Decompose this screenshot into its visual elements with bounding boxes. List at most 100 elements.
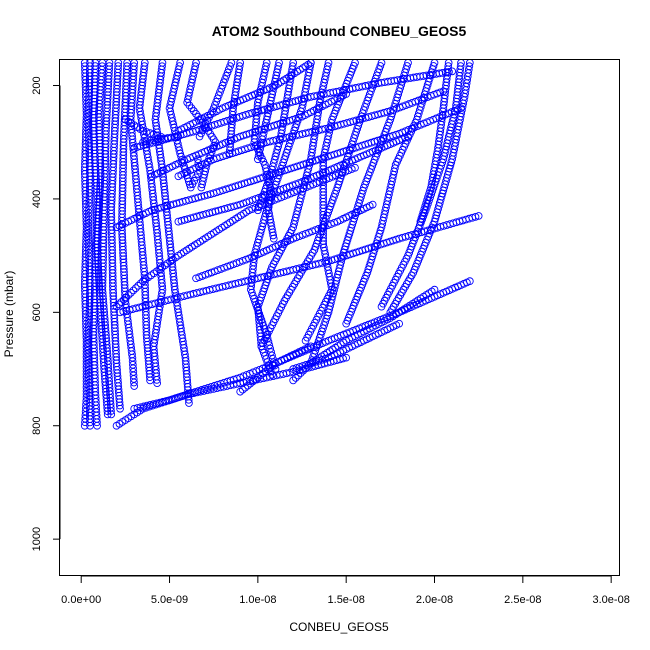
data-point <box>417 214 426 223</box>
data-point <box>266 363 275 372</box>
data-point <box>294 371 303 380</box>
data-point <box>243 381 252 390</box>
data-point <box>416 217 425 226</box>
data-point <box>174 217 183 226</box>
data-point <box>174 172 183 181</box>
data-point <box>185 399 193 407</box>
data-point <box>241 383 250 392</box>
data-point <box>142 137 151 146</box>
data-point <box>119 307 128 316</box>
data-point <box>112 223 121 232</box>
data-point <box>112 302 121 311</box>
data-point <box>236 387 245 396</box>
data-point <box>170 133 179 141</box>
data-point <box>257 342 266 351</box>
data-point <box>130 382 139 390</box>
y-tick-label: 400 <box>31 190 43 208</box>
data-point <box>117 298 126 306</box>
x-tick-label: 1.0e-08 <box>239 594 276 606</box>
data-point <box>107 407 115 415</box>
data-point <box>115 300 123 309</box>
data-point <box>254 155 262 164</box>
data-point <box>296 369 305 377</box>
data-point <box>213 94 222 103</box>
data-point <box>174 132 183 141</box>
data-point <box>205 154 213 163</box>
data-point <box>254 206 262 215</box>
chart-title: ATOM2 Southbound CONBEU_GEOS5 <box>212 23 467 39</box>
x-tick-label: 2.0e-08 <box>416 594 453 606</box>
y-axis-label: Pressure (mbar) <box>2 271 16 358</box>
data-point <box>198 180 206 189</box>
x-axis: 0.0e+00 5.0e-09 1.0e-08 1.5e-08 2.0e-08 2.5e-… <box>61 575 630 606</box>
x-tick-label: 5.0e-09 <box>151 594 188 606</box>
data-point <box>149 130 158 139</box>
data-point <box>177 216 186 225</box>
data-point <box>131 284 140 292</box>
data-point <box>217 84 226 93</box>
data-point <box>264 365 272 374</box>
x-tick-label: 2.5e-08 <box>504 594 541 606</box>
data-point <box>246 379 255 388</box>
data-point <box>377 302 386 311</box>
data-point <box>148 172 156 181</box>
y-tick-label: 200 <box>31 76 43 94</box>
data-point <box>221 75 229 83</box>
data-point <box>254 152 263 160</box>
data-point <box>301 336 310 345</box>
data-point <box>130 378 138 387</box>
data-point <box>271 359 280 368</box>
y-tick-label: 1000 <box>31 527 43 551</box>
data-point <box>139 138 147 147</box>
data-point <box>254 373 262 382</box>
data-point <box>149 136 158 144</box>
data-point <box>112 421 121 430</box>
data-point <box>134 281 143 290</box>
data-point <box>212 97 221 106</box>
data-point <box>248 377 257 386</box>
data-point <box>153 379 162 388</box>
data-point <box>93 418 101 427</box>
data-point <box>122 293 131 302</box>
data-point <box>130 144 139 152</box>
data-point <box>107 410 116 419</box>
data-point <box>214 91 223 100</box>
data-point <box>251 375 260 384</box>
data-point <box>146 129 154 137</box>
x-axis-label: CONBEU_GEOS5 <box>289 620 389 634</box>
data-point <box>146 136 154 145</box>
data-point <box>342 319 351 328</box>
data-point <box>193 155 202 164</box>
data-point <box>327 282 336 291</box>
data-point <box>185 180 194 189</box>
data-point <box>133 143 142 151</box>
data-point <box>136 279 145 288</box>
y-tick-label: 600 <box>31 303 43 321</box>
data-point <box>142 128 151 136</box>
data-point <box>129 286 138 295</box>
data-point <box>197 183 206 192</box>
data-point <box>269 231 278 240</box>
data-point <box>119 295 128 304</box>
data-point <box>139 277 147 285</box>
data-point <box>259 369 267 378</box>
y-axis: 200 400 600 800 1000 <box>31 76 61 551</box>
data-point <box>133 404 142 412</box>
x-tick-label: 0.0e+00 <box>61 594 101 606</box>
data-point <box>219 78 228 87</box>
data-point <box>152 376 161 384</box>
data-point <box>269 234 278 243</box>
x-tick-label: 3.0e-08 <box>593 594 630 606</box>
data-point <box>222 71 231 80</box>
data-point <box>256 371 265 380</box>
data-point <box>289 376 298 385</box>
data-point <box>261 367 270 376</box>
data-point <box>174 127 183 135</box>
data-point <box>269 361 277 370</box>
data-point <box>115 401 124 410</box>
data-point <box>223 68 232 77</box>
data-point <box>124 291 133 299</box>
data-point <box>224 65 233 74</box>
data-point <box>289 365 298 373</box>
